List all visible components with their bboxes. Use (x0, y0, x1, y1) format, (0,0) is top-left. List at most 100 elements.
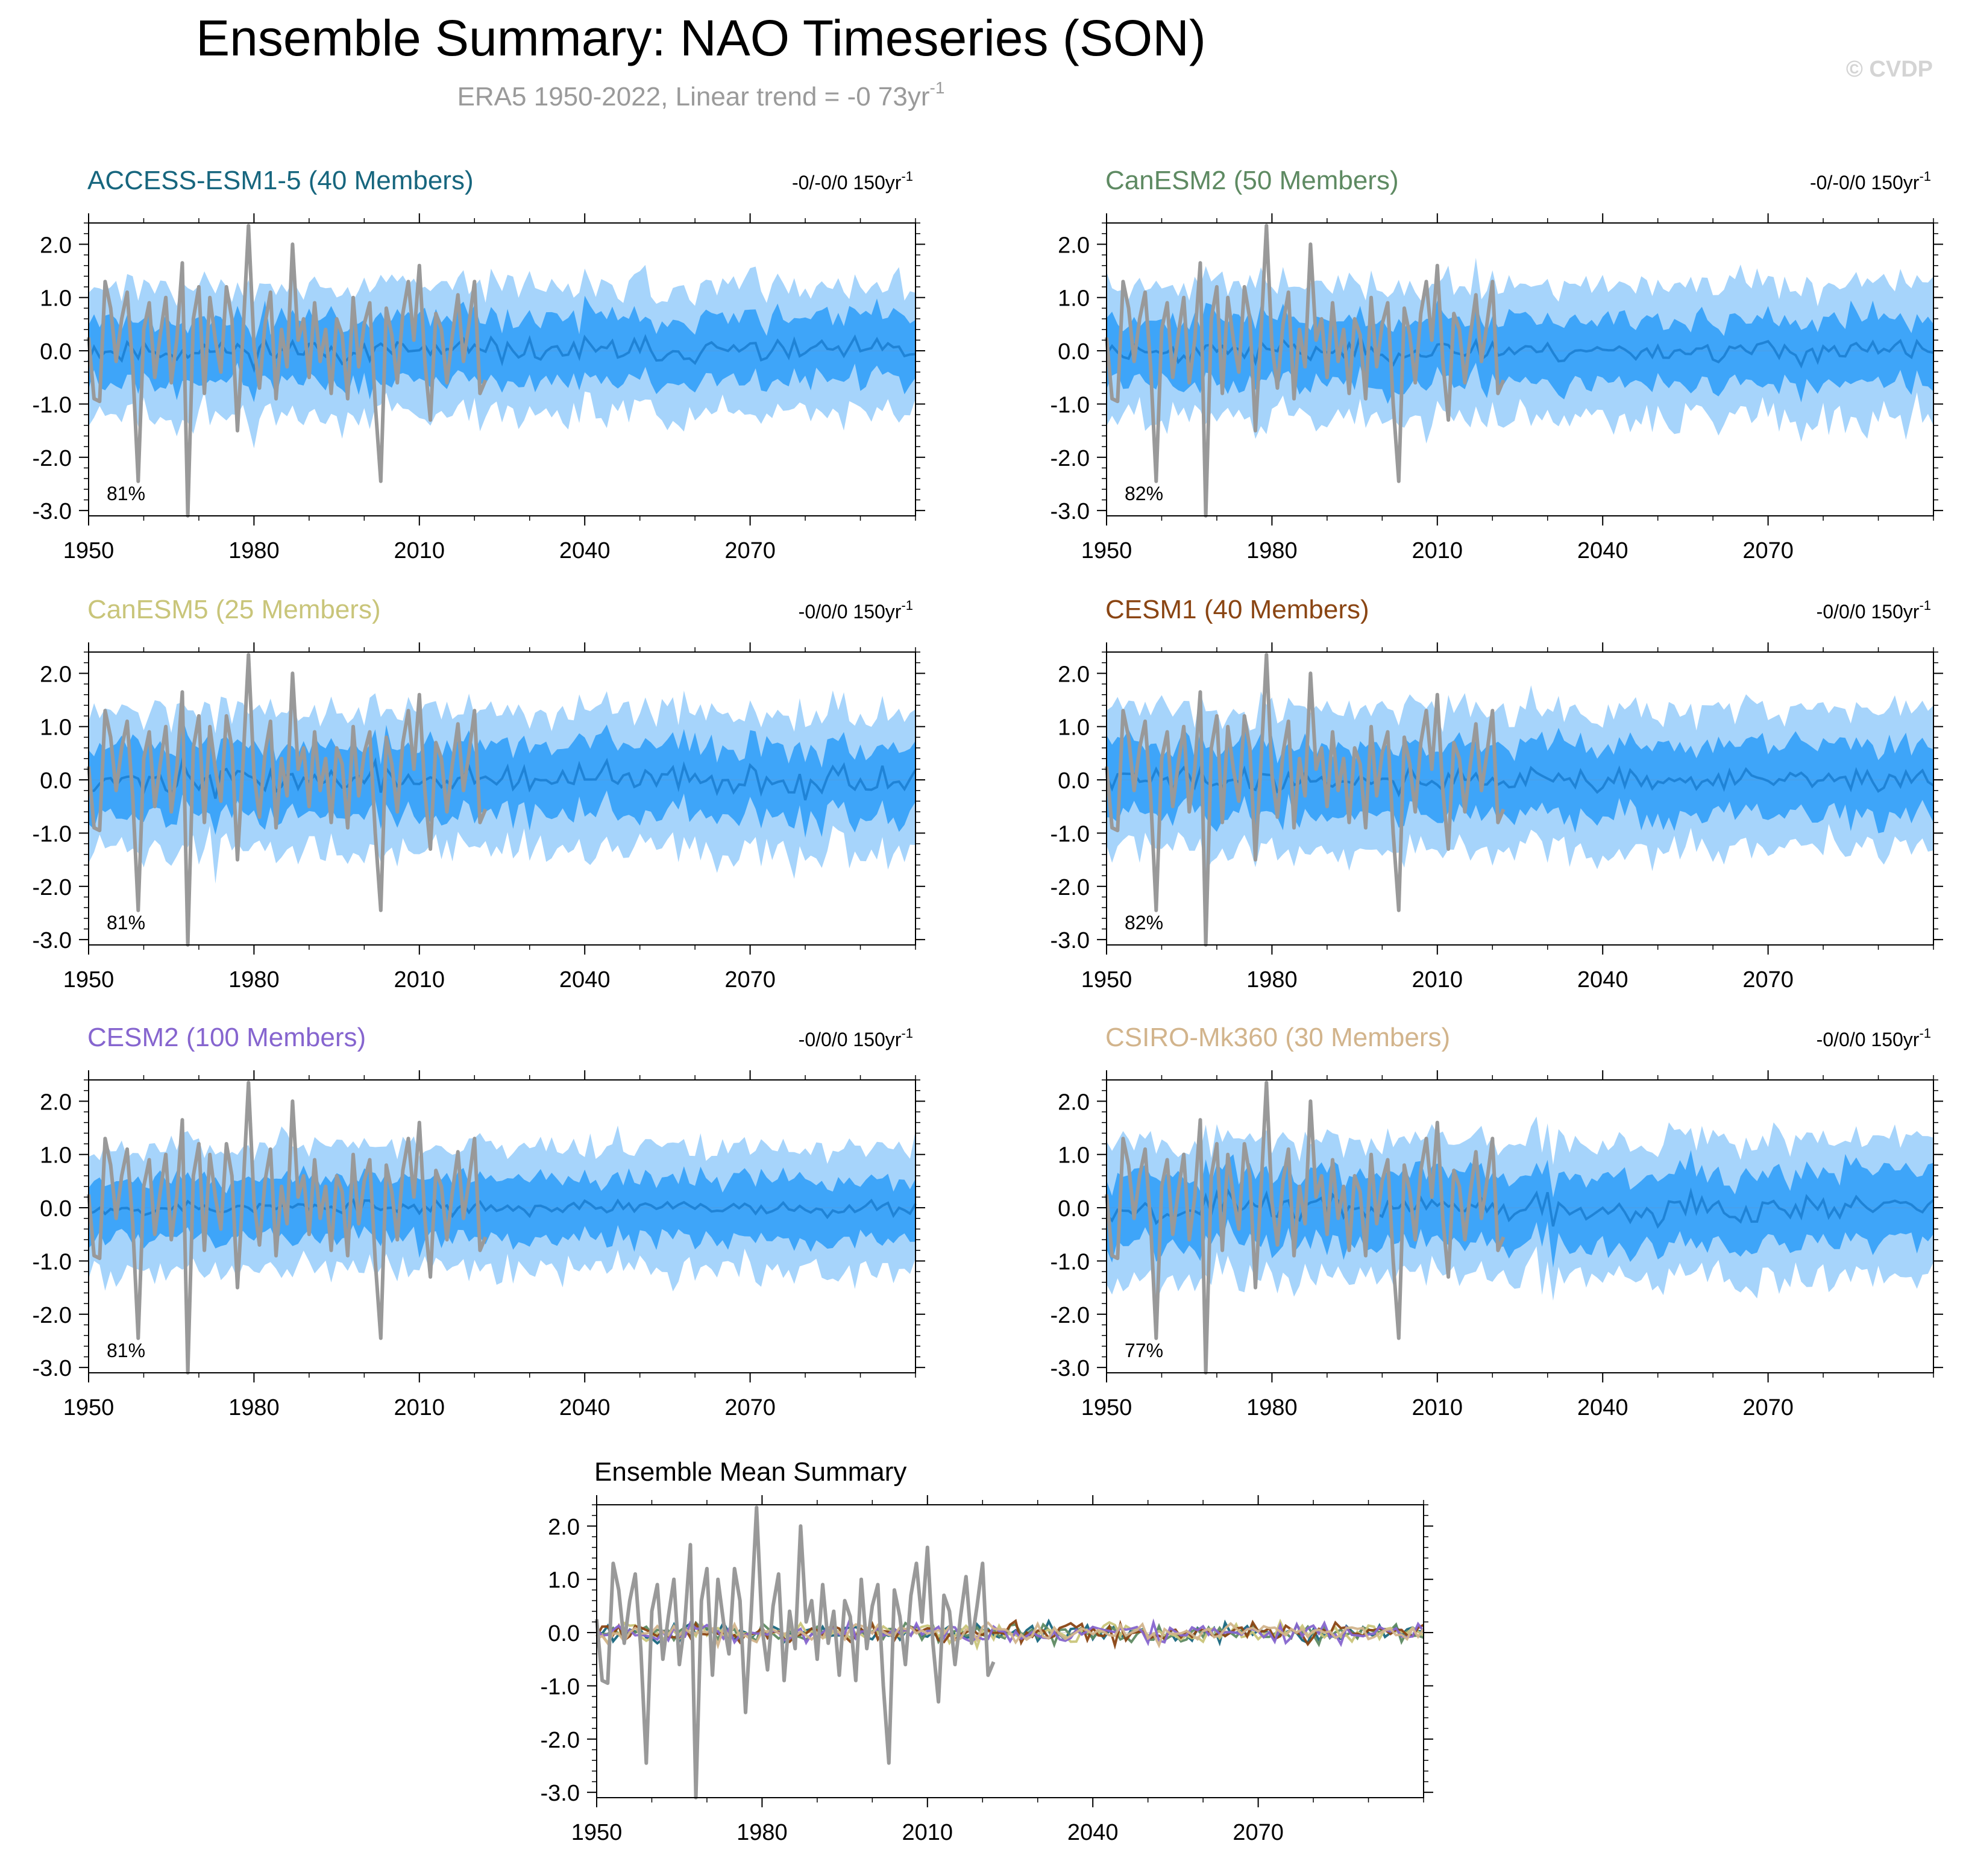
cesm1-ytick-label: -3.0 (1051, 928, 1090, 953)
canesm5-ensemble-mean-line (88, 757, 917, 801)
cesm2-band-inner (89, 1165, 916, 1258)
panel-summary: Ensemble Mean Summary -3.0 -2.0 -1.0 0.0 1.0 2… (541, 1457, 1433, 1845)
access-xtick-label: 2040 (559, 538, 611, 563)
csiro-ytick-label: -3.0 (1051, 1356, 1090, 1381)
panel-canesm2: CanESM2 (50 Members) -0/-0/0 150yr-1 82% -3… (1051, 166, 1943, 563)
csiro-trend-sup: -1 (1919, 1026, 1931, 1041)
canesm5-xtick-label: 2010 (394, 967, 445, 993)
canesm5-ytick-label: 1.0 (40, 715, 72, 741)
access-xtick-label: 1950 (63, 538, 115, 563)
cesm1-ytick-label: 2.0 (1058, 662, 1090, 687)
cesm1-ytick-label: -1.0 (1051, 821, 1090, 847)
access-ytick-label: 0.0 (40, 339, 72, 365)
canesm2-ytick-label: -3.0 (1051, 499, 1090, 524)
summary-ytick-label: 2.0 (548, 1514, 580, 1540)
cesm2-trend-text: -0/0/0 150yr (799, 1029, 902, 1050)
cesm2-xtick-label: 2040 (559, 1395, 611, 1420)
csiro-ensemble-mean-line (1105, 1187, 1935, 1229)
csiro-obs-line (1105, 1081, 1506, 1375)
canesm2-trend-label: -0/-0/0 150yr-1 (1810, 169, 1931, 193)
canesm2-ytick-label: -1.0 (1051, 392, 1090, 418)
cesm1-percent-label: 82% (1125, 912, 1163, 933)
canesm2-xtick-label: 2040 (1577, 538, 1629, 563)
csiro-percent-label: 77% (1125, 1340, 1163, 1361)
summary-xtick-label: 1950 (571, 1820, 623, 1845)
csiro-xtick-label: 1950 (1081, 1395, 1132, 1420)
cesm1-plot-frame (1106, 651, 1934, 946)
summary-plot-frame (596, 1504, 1424, 1798)
summary-ytick-label: 1.0 (548, 1568, 580, 1593)
canesm5-percent-label: 81% (107, 912, 145, 933)
csiro-xtick-label: 2070 (1742, 1395, 1794, 1420)
canesm2-ytick-label: 0.0 (1058, 339, 1090, 365)
cesm2-ytick-label: -1.0 (33, 1249, 72, 1275)
canesm5-trend-label: -0/0/0 150yr-1 (799, 598, 913, 623)
summary-series-cesm1 (595, 1619, 1424, 1650)
cesm1-xtick-label: 1950 (1081, 967, 1132, 993)
panels-group: ACCESS-ESM1-5 (40 Members) -0/-0/0 150yr-… (33, 166, 1943, 1845)
cesm1-ytick-label: 0.0 (1058, 768, 1090, 794)
summary-ytick-label: 0.0 (548, 1621, 580, 1646)
canesm2-band-inner (1107, 300, 1933, 404)
cesm2-xtick-label: 1950 (63, 1395, 115, 1420)
access-xtick-label: 2070 (724, 538, 776, 563)
cesm1-xtick-label: 2070 (1742, 967, 1794, 993)
canesm5-trend-sup: -1 (901, 598, 913, 613)
summary-series-cesm2 (595, 1614, 1425, 1648)
cesm1-xtick-label: 2010 (1412, 967, 1463, 993)
canesm2-xtick-label: 1980 (1246, 538, 1298, 563)
access-ensemble-mean-line (87, 334, 916, 373)
cesm1-trend-label: -0/0/0 150yr-1 (1817, 598, 1931, 623)
csiro-ytick-label: -2.0 (1051, 1303, 1090, 1328)
canesm2-ytick-label: -2.0 (1051, 446, 1090, 471)
cesm2-percent-label: 81% (107, 1340, 145, 1361)
summary-xtick-label: 2070 (1233, 1820, 1284, 1845)
canesm2-xtick-label: 2010 (1412, 538, 1463, 563)
canesm2-percent-label: 82% (1125, 483, 1163, 504)
cesm1-xtick-label: 1980 (1246, 967, 1298, 993)
canesm5-ytick-label: -2.0 (33, 875, 72, 900)
canesm2-xtick-label: 2070 (1742, 538, 1794, 563)
access-ytick-label: -2.0 (33, 446, 72, 471)
figure-subtitle-text: ERA5 1950-2022, Linear trend = -0 73yr (457, 82, 930, 111)
cesm2-ensemble-mean-line (88, 1198, 917, 1220)
panel-cesm2: CESM2 (100 Members) -0/0/0 150yr-1 81% -3.0… (33, 1023, 925, 1420)
canesm2-ytick-label: 2.0 (1058, 233, 1090, 258)
access-ytick-label: 1.0 (40, 286, 72, 312)
csiro-ytick-label: 1.0 (1058, 1143, 1090, 1169)
csiro-xtick-label: 2010 (1412, 1395, 1463, 1420)
cesm1-ytick-label: -2.0 (1051, 875, 1090, 900)
access-percent-label: 81% (107, 483, 145, 504)
cesm1-band-inner (1107, 727, 1933, 833)
summary-ytick-label: -1.0 (541, 1674, 580, 1699)
canesm5-ytick-label: 2.0 (40, 662, 72, 687)
access-xtick-label: 2010 (394, 538, 445, 563)
panel-access: ACCESS-ESM1-5 (40 Members) -0/-0/0 150yr-… (33, 166, 925, 563)
summary-ytick-label: -3.0 (541, 1781, 580, 1806)
cesm2-trend-label: -0/0/0 150yr-1 (799, 1026, 913, 1050)
csiro-xtick-label: 1980 (1246, 1395, 1298, 1420)
canesm5-plot-frame (88, 651, 916, 946)
canesm5-title: CanESM5 (25 Members) (87, 595, 381, 624)
canesm2-xtick-label: 1950 (1081, 538, 1132, 563)
canesm2-trend-sup: -1 (1919, 169, 1931, 184)
access-trend-sup: -1 (901, 169, 913, 184)
cesm2-ytick-label: -2.0 (33, 1303, 72, 1328)
access-xtick-label: 1980 (228, 538, 280, 563)
cesm2-xtick-label: 1980 (228, 1395, 280, 1420)
canesm2-trend-text: -0/-0/0 150yr (1810, 172, 1920, 193)
canesm2-ensemble-mean-line (1105, 331, 1934, 369)
figure-subtitle-sup: -1 (930, 78, 945, 97)
panel-canesm5: CanESM5 (25 Members) -0/0/0 150yr-1 81% -3.… (33, 595, 925, 993)
csiro-ytick-label: 2.0 (1058, 1090, 1090, 1115)
figure-title: Ensemble Summary: NAO Timeseries (SON) (196, 10, 1206, 66)
summary-title: Ensemble Mean Summary (594, 1457, 906, 1487)
cesm2-ytick-label: -3.0 (33, 1356, 72, 1381)
cesm1-obs-line (1105, 653, 1506, 947)
access-plot-frame (88, 222, 916, 516)
summary-series-csiro (595, 1620, 1425, 1650)
cesm2-ytick-label: 0.0 (40, 1196, 72, 1222)
cesm1-title: CESM1 (40 Members) (1105, 595, 1369, 624)
cesm1-ytick-label: 1.0 (1058, 715, 1090, 741)
